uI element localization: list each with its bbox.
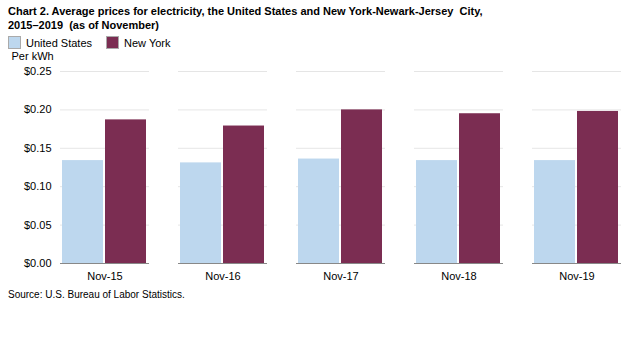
- svg-text:Nov-15: Nov-15: [87, 270, 122, 282]
- html-text:2015–2019 (as of November): 2015–2019 (as of November): [8, 19, 159, 31]
- svg-text:$0.15: $0.15: [24, 142, 52, 154]
- html-text:Source: U.S. Bureau of Labor S: Source: U.S. Bureau of Labor Statistics.: [8, 289, 185, 300]
- svg-text:Nov-18: Nov-18: [441, 270, 476, 282]
- svg-text:Per kWh: Per kWh: [12, 50, 54, 62]
- svg-text:$0.25: $0.25: [24, 65, 52, 77]
- svg-text:$0.05: $0.05: [24, 219, 52, 231]
- svg-text:$0.10: $0.10: [24, 180, 52, 192]
- html-text:New York: New York: [124, 36, 171, 49]
- svg-text:Nov-19: Nov-19: [559, 270, 594, 282]
- svg-text:$0.20: $0.20: [24, 103, 52, 115]
- svg-text:Nov-16: Nov-16: [205, 270, 240, 282]
- svg-text:Nov-17: Nov-17: [323, 270, 358, 282]
- svg-text:$0.00: $0.00: [24, 257, 52, 269]
- html-text:United States: United States: [26, 36, 92, 49]
- html-text:Chart 2. Average prices for el: Chart 2. Average prices for electricity,…: [8, 5, 483, 17]
